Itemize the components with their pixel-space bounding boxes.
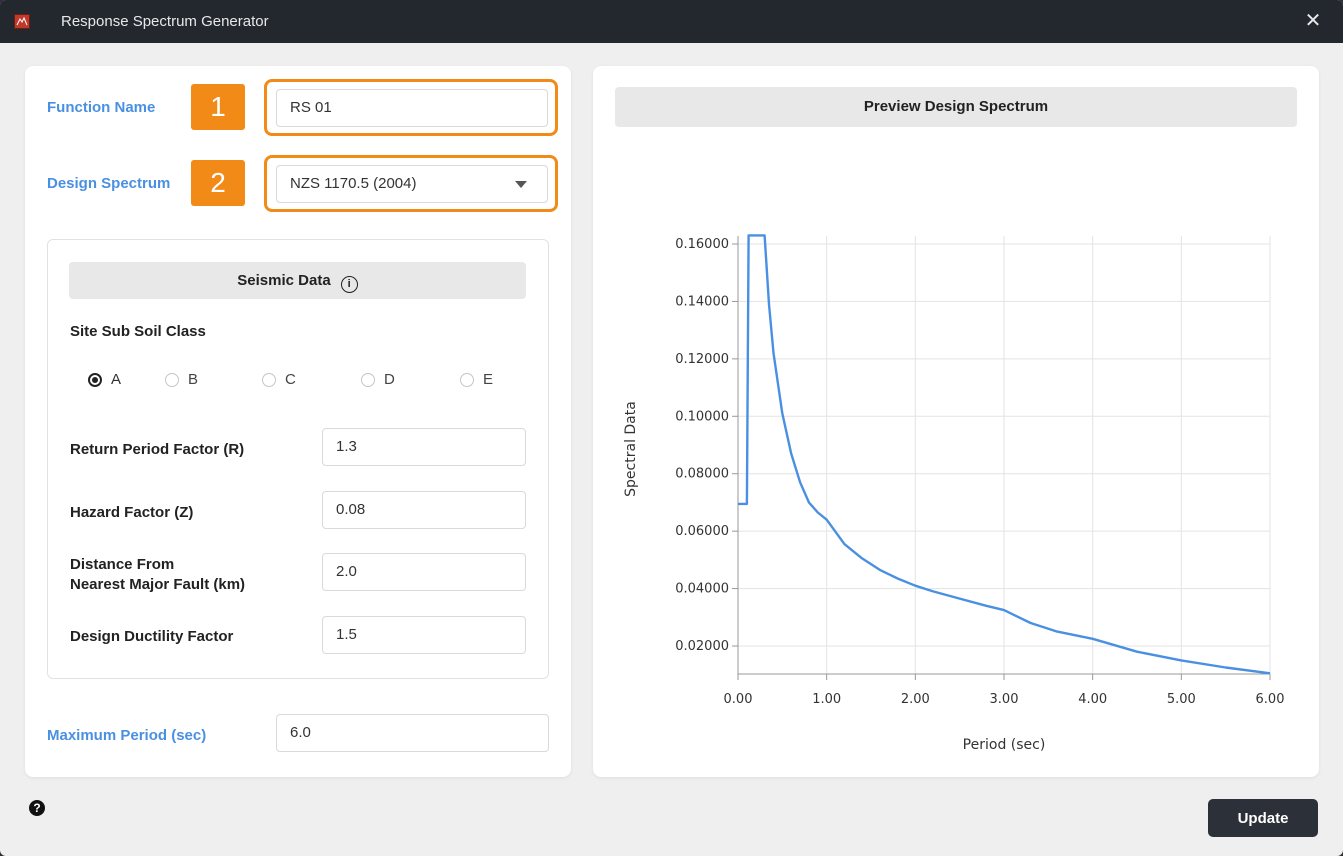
close-icon[interactable]: ✕ (1304, 10, 1322, 32)
info-icon[interactable]: i (340, 276, 358, 293)
y-tick-label: 0.04000 (675, 582, 729, 597)
callout-badge-2: 2 (191, 160, 245, 206)
window-title: Response Spectrum Generator (61, 13, 269, 30)
chevron-down-icon (515, 181, 527, 188)
soil-class-radio-e[interactable]: E (460, 371, 493, 388)
y-tick-label: 0.16000 (675, 237, 729, 252)
highlight-frame-1 (264, 79, 558, 136)
maximum-period-input[interactable]: 6.0 (276, 714, 549, 752)
soil-class-radio-b[interactable]: B (165, 371, 198, 388)
spectrum-chart: 0.00 1.00 2.00 3.00 4.00 5.00 6.00 0.02000 0.040… (623, 234, 1285, 753)
x-tick-label: 4.00 (1078, 692, 1107, 707)
distance-fault-label-line2: Nearest Major Fault (km) (70, 576, 246, 593)
x-tick-label: 3.00 (990, 692, 1019, 707)
seismic-data-header: Seismic Data i (69, 262, 526, 299)
soil-class-radio-c[interactable]: C (262, 371, 296, 388)
design-ductility-factor-label: Design Ductility Factor (70, 628, 234, 645)
site-sub-soil-class-label: Site Sub Soil Class (70, 323, 206, 340)
y-tick-label: 0.12000 (675, 352, 729, 367)
highlight-frame-2 (264, 155, 558, 212)
x-tick-label: 5.00 (1167, 692, 1196, 707)
radio-icon (361, 372, 375, 387)
title-bar: Response Spectrum Generator ✕ (0, 0, 1343, 43)
hazard-factor-label: Hazard Factor (Z) (70, 504, 194, 521)
y-tick-label: 0.10000 (675, 409, 729, 424)
update-button[interactable]: Update (1208, 799, 1318, 837)
maximum-period-label: Maximum Period (sec) (47, 727, 207, 744)
x-tick-label: 0.00 (724, 692, 753, 707)
y-axis-label: Spectral Data (623, 401, 639, 497)
x-tick-label: 2.00 (901, 692, 930, 707)
help-icon[interactable]: ? (29, 800, 45, 816)
y-tick-label: 0.14000 (675, 294, 729, 309)
seismic-data-title: Seismic Data (237, 272, 331, 289)
radio-icon (262, 372, 276, 387)
y-tick-label: 0.06000 (675, 524, 729, 539)
distance-fault-input[interactable]: 2.0 (322, 553, 526, 591)
y-tick-label: 0.08000 (675, 467, 729, 482)
design-spectrum-select[interactable]: NZS 1170.5 (2004) (276, 165, 548, 203)
preview-panel (593, 66, 1319, 777)
soil-class-radio-a[interactable]: A (88, 371, 121, 388)
distance-fault-label-line1: Distance From (70, 556, 175, 573)
app-icon (14, 14, 30, 29)
soil-class-radio-d[interactable]: D (361, 371, 395, 388)
design-ductility-factor-input[interactable]: 1.5 (322, 616, 526, 654)
hazard-factor-input[interactable]: 0.08 (322, 491, 526, 529)
preview-header: Preview Design Spectrum (615, 87, 1297, 127)
spectrum-curve (738, 234, 1271, 675)
return-period-factor-label: Return Period Factor (R) (70, 441, 245, 458)
function-name-input[interactable]: RS 01 (276, 89, 548, 127)
x-axis-label: Period (sec) (963, 737, 1046, 753)
x-tick-label: 6.00 (1256, 692, 1285, 707)
radio-selected-icon (88, 372, 102, 387)
radio-icon (165, 372, 179, 387)
callout-badge-1: 1 (191, 84, 245, 130)
radio-icon (460, 372, 474, 387)
function-name-label: Function Name (47, 99, 156, 116)
y-tick-label: 0.02000 (675, 639, 729, 654)
x-tick-label: 1.00 (812, 692, 841, 707)
seismic-data-group (47, 239, 549, 679)
return-period-factor-input[interactable]: 1.3 (322, 428, 526, 466)
design-spectrum-value: NZS 1170.5 (2004) (290, 175, 417, 192)
design-spectrum-label: Design Spectrum (47, 175, 171, 192)
